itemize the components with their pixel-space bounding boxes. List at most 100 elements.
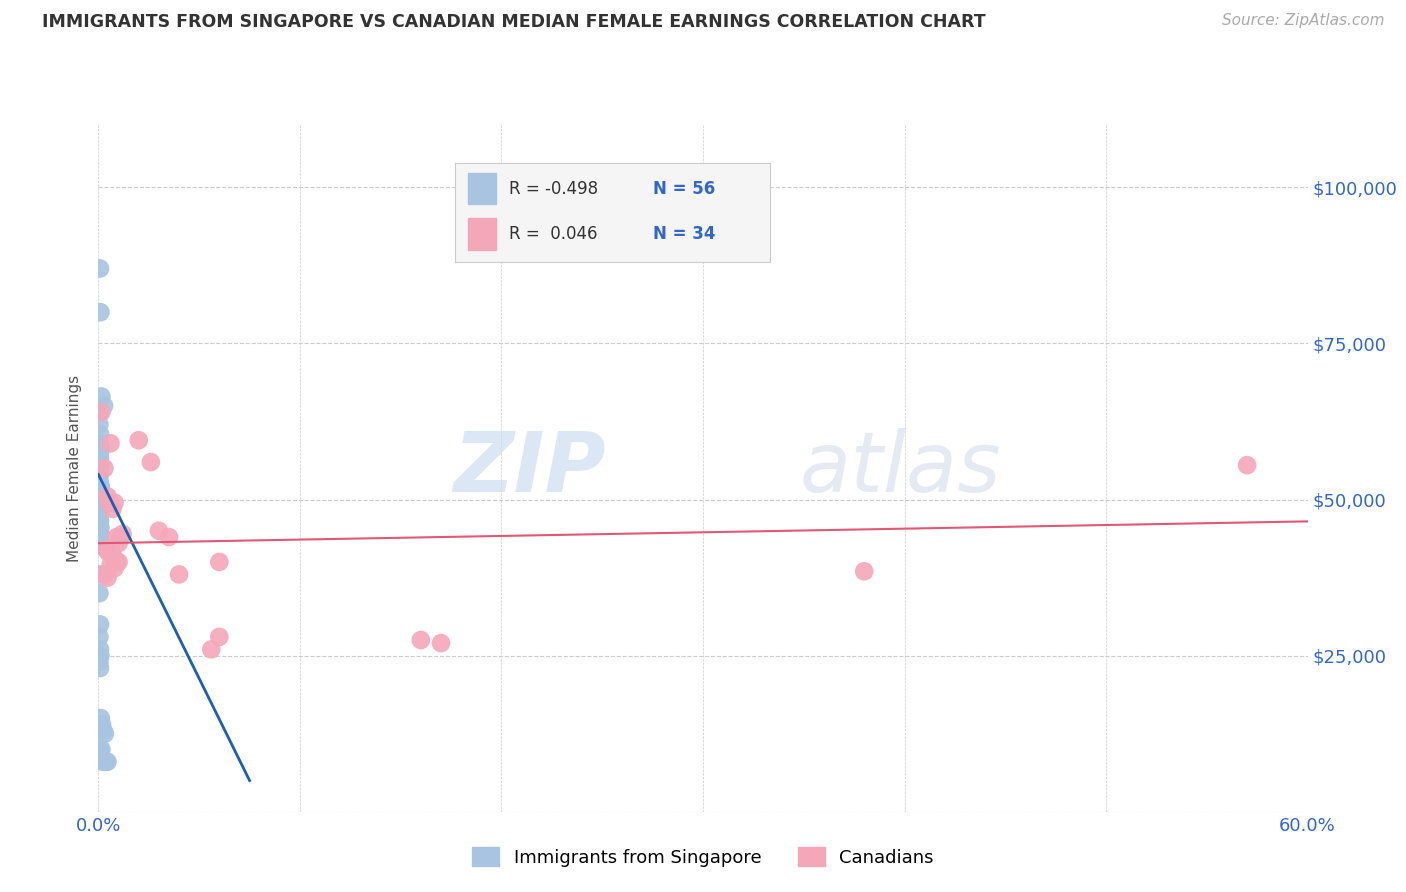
Point xyxy=(208,630,231,644)
Point xyxy=(208,555,231,569)
Point xyxy=(89,586,111,600)
Point xyxy=(94,755,117,769)
Bar xyxy=(468,219,496,251)
Point xyxy=(89,533,111,547)
Point xyxy=(93,755,115,769)
Point xyxy=(105,555,128,569)
Text: N = 34: N = 34 xyxy=(654,226,716,244)
Point xyxy=(200,642,222,657)
Point xyxy=(89,536,111,550)
Point xyxy=(96,755,118,769)
Point xyxy=(89,630,111,644)
Point xyxy=(89,648,111,663)
Point xyxy=(89,567,111,582)
Point xyxy=(89,426,111,441)
Point xyxy=(96,489,118,503)
Point xyxy=(100,558,122,573)
Point xyxy=(89,511,111,525)
Point xyxy=(148,524,170,538)
Point xyxy=(89,501,111,516)
Point xyxy=(167,567,190,582)
Point xyxy=(89,655,111,669)
Point xyxy=(89,455,111,469)
Point xyxy=(91,717,114,731)
Point xyxy=(90,480,112,494)
Point xyxy=(98,495,121,509)
Point xyxy=(89,467,111,482)
Point xyxy=(96,571,118,585)
Point xyxy=(157,530,180,544)
Point xyxy=(89,661,111,675)
Point xyxy=(93,723,115,738)
Point xyxy=(89,305,111,319)
Point xyxy=(89,499,111,513)
Point xyxy=(89,517,111,532)
Point xyxy=(101,549,124,563)
Point xyxy=(89,476,111,491)
Point xyxy=(430,636,453,650)
Point xyxy=(89,526,111,541)
Point xyxy=(89,474,111,488)
Point xyxy=(93,399,115,413)
Point xyxy=(94,726,117,740)
Point xyxy=(1236,458,1258,473)
Point xyxy=(89,449,111,463)
Point xyxy=(128,434,150,448)
Point xyxy=(101,501,124,516)
Point xyxy=(90,389,112,403)
Point xyxy=(107,536,129,550)
Bar xyxy=(468,173,496,204)
Legend: Immigrants from Singapore, Canadians: Immigrants from Singapore, Canadians xyxy=(465,840,941,874)
Point xyxy=(89,405,111,419)
Point xyxy=(105,530,128,544)
Point xyxy=(409,633,432,648)
Point xyxy=(93,461,115,475)
Point xyxy=(139,455,162,469)
Point xyxy=(89,617,111,632)
Point xyxy=(89,458,111,473)
Point xyxy=(89,489,111,503)
Point xyxy=(90,405,112,419)
Text: R =  0.046: R = 0.046 xyxy=(509,226,598,244)
Point xyxy=(89,436,111,450)
Point xyxy=(100,436,122,450)
Point xyxy=(89,486,111,500)
Point xyxy=(91,755,114,769)
Point xyxy=(89,539,111,553)
Point xyxy=(89,451,111,466)
Text: ZIP: ZIP xyxy=(454,428,606,508)
Point xyxy=(90,742,112,756)
Point xyxy=(107,555,129,569)
Point xyxy=(89,530,111,544)
Text: N = 56: N = 56 xyxy=(654,179,716,197)
Text: R = -0.498: R = -0.498 xyxy=(509,179,598,197)
Point xyxy=(90,495,112,509)
Point xyxy=(89,483,111,498)
Point xyxy=(89,505,111,519)
Text: Source: ZipAtlas.com: Source: ZipAtlas.com xyxy=(1222,13,1385,29)
Point xyxy=(111,526,134,541)
Point xyxy=(89,524,111,538)
Point xyxy=(853,565,876,579)
Point xyxy=(110,530,132,544)
Point xyxy=(89,461,111,475)
Point xyxy=(103,561,125,575)
Point xyxy=(89,520,111,534)
Point xyxy=(90,711,112,725)
Point xyxy=(89,642,111,657)
Point xyxy=(89,417,111,432)
Point xyxy=(100,542,122,557)
Point xyxy=(89,492,111,507)
Point xyxy=(89,742,111,756)
Point xyxy=(96,542,118,557)
Point xyxy=(89,508,111,523)
Point xyxy=(103,495,125,509)
Y-axis label: Median Female Earnings: Median Female Earnings xyxy=(67,375,83,562)
Point xyxy=(89,440,111,454)
Text: atlas: atlas xyxy=(800,428,1001,508)
Point xyxy=(93,567,115,582)
Point xyxy=(97,545,120,560)
Point xyxy=(103,551,125,566)
Text: IMMIGRANTS FROM SINGAPORE VS CANADIAN MEDIAN FEMALE EARNINGS CORRELATION CHART: IMMIGRANTS FROM SINGAPORE VS CANADIAN ME… xyxy=(42,13,986,31)
Point xyxy=(90,442,112,457)
